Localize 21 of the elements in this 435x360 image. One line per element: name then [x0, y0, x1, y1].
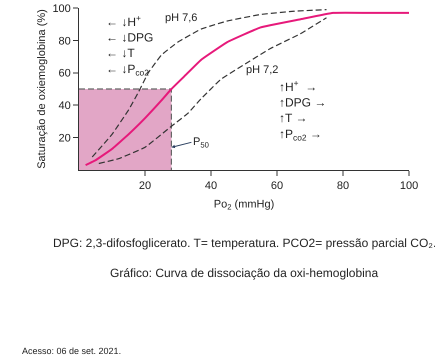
text: DPG: 2,3-difosfoglicerato. T= temperatura. PCO2= pressão parcial CO₂. — [53, 236, 435, 250]
x-tick-label: 80 — [336, 180, 350, 192]
y-tick-label: 40 — [58, 100, 71, 112]
annotation: P$_{50}$ — [193, 136, 209, 150]
y-tick-label: 100 — [52, 2, 71, 15]
annotation: ↑H$^{+}$ → ↑DPG → ↑T → ↑P$_{co2}$ → — [279, 78, 326, 142]
annotation: ← ↓H$^{+}$ ← ↓DPG ← ↓T ← ↓P$_{co2}$ — [106, 13, 154, 78]
x-tick-label: 40 — [204, 180, 218, 192]
y-tick-label: 60 — [58, 68, 71, 80]
x-tick-label: 20 — [138, 180, 152, 192]
x-tick-label: 100 — [400, 180, 418, 192]
text: Acesso: 06 de set. 2021. — [22, 346, 122, 356]
y-tick-label: 80 — [58, 35, 71, 48]
x-axis-title: Po$_{2}$ (mmHg) — [214, 198, 274, 212]
annotation: pH 7,2 — [246, 64, 278, 76]
annotation: pH 7,6 — [165, 12, 198, 24]
y-axis-title: Saturação de oxiemoglobina (%) — [36, 9, 48, 169]
x-tick-label: 60 — [270, 180, 284, 192]
line-series — [84, 12, 409, 166]
y-tick-label: 20 — [58, 132, 71, 144]
text: Gráfico: Curva de dissociação da oxi-hemoglobina — [110, 266, 378, 280]
